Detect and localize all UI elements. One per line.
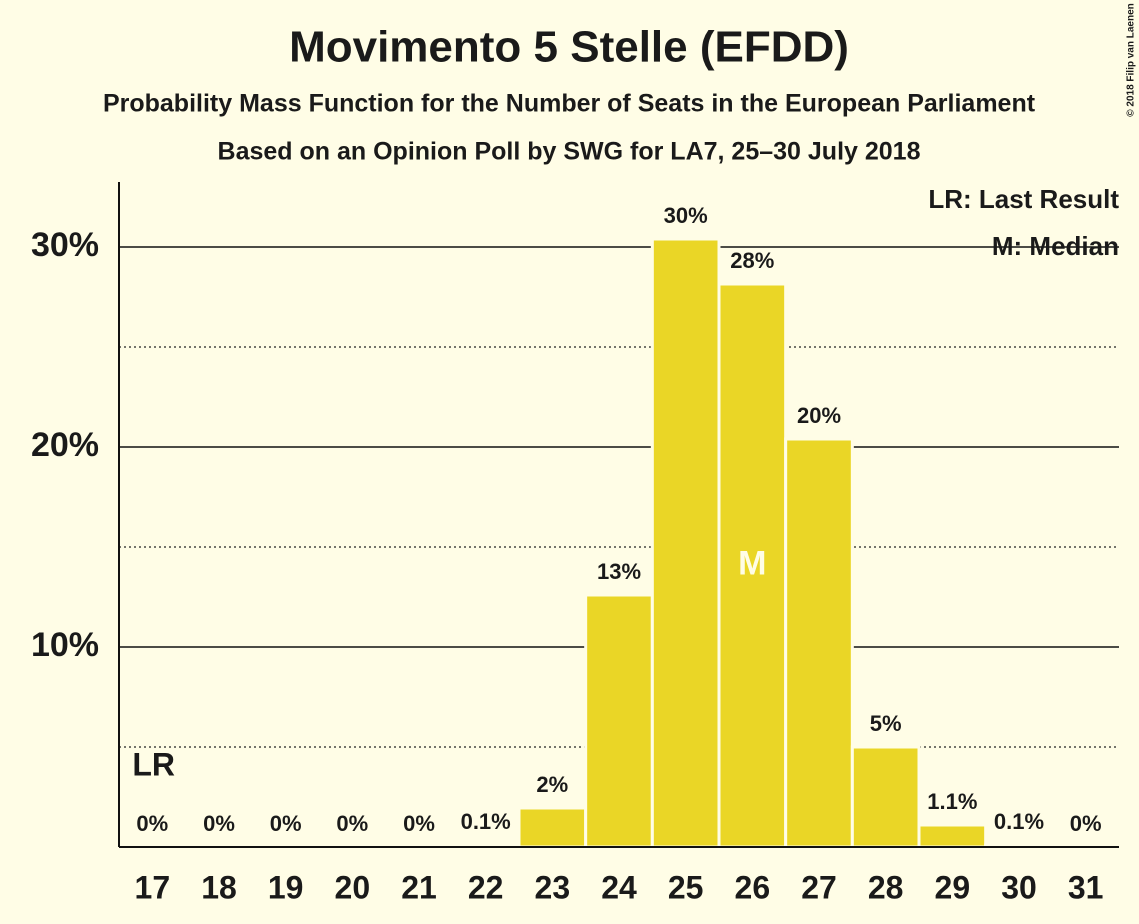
x-tick-label: 28 xyxy=(868,869,904,905)
bar xyxy=(917,823,988,849)
y-tick-label: 20% xyxy=(31,426,99,464)
copyright: © 2018 Filip van Laenen xyxy=(1126,3,1137,117)
x-tick-label: 23 xyxy=(535,869,571,905)
y-tick-label: 30% xyxy=(31,226,99,264)
value-label: 30% xyxy=(664,203,708,228)
x-tick-label: 18 xyxy=(201,869,237,905)
value-label: 1.1% xyxy=(927,789,977,814)
x-tick-label: 19 xyxy=(268,869,304,905)
bar xyxy=(584,593,654,849)
y-tick-label: 10% xyxy=(31,626,99,664)
bar xyxy=(650,237,721,849)
x-tick-label: 31 xyxy=(1068,869,1104,905)
value-label: 5% xyxy=(870,711,902,736)
value-label: 0% xyxy=(270,811,302,836)
value-label: 2% xyxy=(536,772,568,797)
value-label: 28% xyxy=(730,248,774,273)
x-tick-label: 25 xyxy=(668,869,704,905)
x-tick-label: 30 xyxy=(1001,869,1037,905)
last-result-marker: LR xyxy=(132,746,175,782)
value-label: 0.1% xyxy=(994,809,1044,834)
x-tick-label: 27 xyxy=(801,869,837,905)
chart-subtitle: Based on an Opinion Poll by SWG for LA7,… xyxy=(218,138,921,166)
legend-entry: LR: Last Result xyxy=(928,184,1119,214)
chart-subtitle: Probability Mass Function for the Number… xyxy=(103,90,1036,118)
value-label: 20% xyxy=(797,403,841,428)
x-tick-label: 26 xyxy=(735,869,771,905)
bar xyxy=(850,745,921,849)
median-marker: M xyxy=(738,544,766,582)
x-tick-label: 20 xyxy=(335,869,371,905)
bar xyxy=(517,806,588,849)
chart-title: Movimento 5 Stelle (EFDD) xyxy=(289,23,849,72)
value-label: 0.1% xyxy=(461,809,511,834)
value-label: 0% xyxy=(203,811,235,836)
x-tick-label: 22 xyxy=(468,869,504,905)
value-label: 0% xyxy=(1070,811,1102,836)
value-label: 0% xyxy=(336,811,368,836)
x-tick-label: 21 xyxy=(401,869,437,905)
x-tick-label: 29 xyxy=(935,869,971,905)
bar xyxy=(784,437,854,849)
x-tick-label: 24 xyxy=(601,869,637,905)
value-label: 13% xyxy=(597,559,641,584)
value-label: 0% xyxy=(403,811,435,836)
x-tick-label: 17 xyxy=(135,869,171,905)
value-label: 0% xyxy=(136,811,168,836)
legend-entry: M: Median xyxy=(992,231,1119,261)
